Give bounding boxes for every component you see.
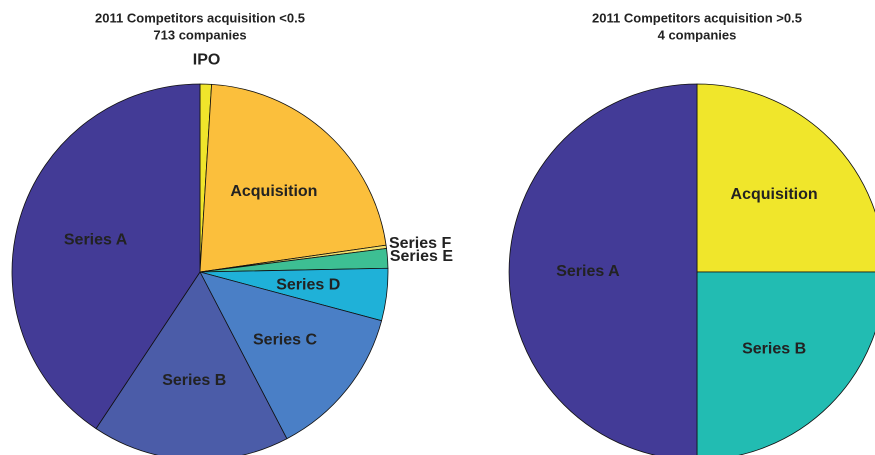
slice-label: IPO (193, 51, 221, 68)
pie-slice (199, 83, 387, 273)
chart-title: 2011 Competitors acquisition <0.5 (95, 10, 305, 25)
slice-label: Series B (162, 372, 226, 389)
slice-label: Acquisition (230, 183, 317, 200)
slice-label: Series A (64, 232, 128, 249)
pie-slice (508, 83, 698, 455)
pie-slice (696, 83, 875, 273)
chart-subtitle: 4 companies (658, 27, 737, 42)
pie-slice (11, 83, 201, 430)
slice-label: Series A (556, 263, 620, 280)
slice-label: Series F (389, 235, 451, 252)
chart-subtitle: 713 companies (153, 27, 246, 42)
slice-label: Series E (390, 248, 453, 265)
pie-slice (199, 271, 383, 440)
pie-slice (696, 271, 875, 455)
slice-label: Series C (253, 331, 317, 348)
slice-label: Series D (276, 276, 340, 293)
slice-label: Series B (742, 340, 806, 357)
slice-label: Acquisition (731, 186, 818, 203)
pie-slice (95, 271, 288, 455)
chart-title: 2011 Competitors acquisition >0.5 (592, 10, 802, 25)
